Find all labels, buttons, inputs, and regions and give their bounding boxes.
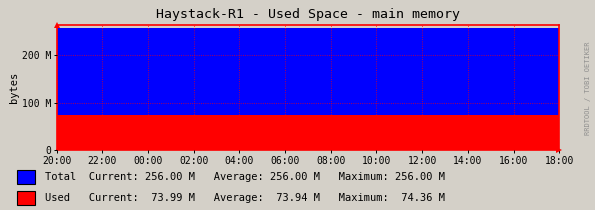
Y-axis label: bytes: bytes bbox=[9, 72, 19, 103]
Text: Used   Current:  73.99 M   Average:  73.94 M   Maximum:  74.36 M: Used Current: 73.99 M Average: 73.94 M M… bbox=[45, 193, 444, 203]
Text: Total  Current: 256.00 M   Average: 256.00 M   Maximum: 256.00 M: Total Current: 256.00 M Average: 256.00 … bbox=[45, 172, 444, 182]
Title: Haystack-R1 - Used Space - main memory: Haystack-R1 - Used Space - main memory bbox=[156, 8, 460, 21]
Text: RRDTOOL / TOBI OETIKER: RRDTOOL / TOBI OETIKER bbox=[585, 41, 591, 135]
